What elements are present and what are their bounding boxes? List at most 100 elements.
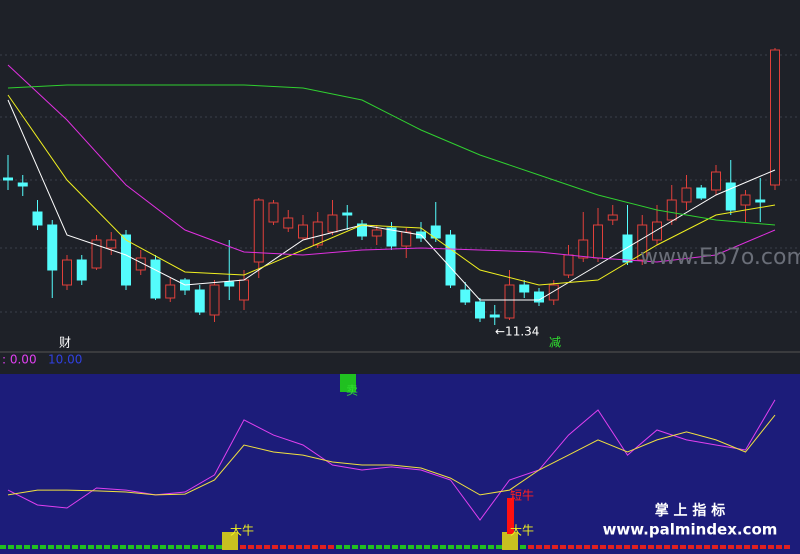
candle-body	[607, 214, 618, 221]
candle-body	[696, 187, 707, 199]
candle-body	[91, 239, 102, 269]
ma-line	[7, 99, 776, 301]
candle-body	[519, 284, 530, 293]
annotation: 10.00	[48, 353, 82, 367]
signal-strip	[736, 545, 742, 549]
signal-strip	[144, 545, 150, 549]
ma-line	[7, 64, 776, 263]
candle-body	[637, 224, 648, 261]
signal-strip	[152, 545, 158, 549]
signal-strip	[584, 545, 590, 549]
ma-line	[7, 94, 776, 286]
signal-strip	[256, 545, 262, 549]
candle-body	[401, 231, 412, 247]
signal-strip	[48, 545, 54, 549]
signal-strip	[56, 545, 62, 549]
candle-body	[106, 239, 117, 249]
annotation: : 0.00	[2, 353, 37, 367]
signal-strip	[432, 545, 438, 549]
signal-strip	[776, 545, 782, 549]
annotation: 财	[59, 336, 71, 350]
signal-strip	[648, 545, 654, 549]
signal-block	[222, 532, 238, 550]
signal-strip	[376, 545, 382, 549]
signal-strip	[416, 545, 422, 549]
candle-body	[17, 182, 28, 187]
signal-strip	[8, 545, 14, 549]
candle-body	[475, 301, 485, 319]
annotation: 大牛	[510, 523, 534, 538]
signal-strip	[560, 545, 566, 549]
annotation: www.palmindex.com	[603, 521, 778, 539]
candle-body	[135, 257, 146, 271]
signal-strip	[216, 545, 222, 549]
candle-body	[666, 199, 677, 221]
candle-body	[357, 223, 367, 237]
signal-block	[502, 532, 518, 550]
annotation: 大牛	[230, 523, 254, 538]
ma-line	[7, 84, 776, 226]
signal-strip	[160, 545, 166, 549]
signal-strip	[280, 545, 286, 549]
candle-body	[652, 221, 662, 241]
candle-body	[342, 212, 353, 216]
signal-strip	[392, 545, 398, 549]
signal-strip	[600, 545, 606, 549]
signal-strip	[80, 545, 86, 549]
signal-strip	[752, 545, 758, 549]
signal-strip	[240, 545, 246, 549]
signal-strip	[208, 545, 214, 549]
signal-strip	[480, 545, 486, 549]
candle-body	[3, 177, 13, 181]
candle-body	[268, 202, 279, 223]
signal-strip	[360, 545, 366, 549]
annotation: 卖	[346, 384, 358, 398]
candle-body	[504, 284, 515, 319]
candle-body	[47, 224, 58, 271]
signal-strip	[496, 545, 502, 549]
candle-body	[681, 187, 692, 203]
signal-strip	[120, 545, 126, 549]
candle-body	[740, 194, 751, 206]
signal-strip	[272, 545, 278, 549]
signal-strip	[592, 545, 598, 549]
candle-body	[312, 221, 323, 246]
signal-strip	[536, 545, 542, 549]
candle-body	[460, 289, 471, 303]
indicator-line	[7, 414, 776, 496]
signal-strip	[528, 545, 534, 549]
candle-body	[32, 211, 43, 226]
signal-strip	[328, 545, 334, 549]
signal-strip	[744, 545, 750, 549]
signal-strip	[472, 545, 478, 549]
signal-strip	[624, 545, 630, 549]
candle-body	[76, 259, 87, 281]
candle-body	[253, 199, 264, 263]
candle-body	[150, 259, 161, 299]
signal-bar	[507, 498, 514, 534]
signal-block	[340, 374, 356, 392]
candle-body	[209, 284, 220, 316]
signal-strip	[616, 545, 622, 549]
signal-strip	[168, 545, 174, 549]
signal-strip	[696, 545, 702, 549]
signal-strip	[344, 545, 350, 549]
candle-body	[62, 259, 72, 286]
indicator-line	[7, 399, 776, 521]
candle-body	[224, 281, 235, 287]
annotation: 短牛	[510, 488, 534, 503]
candle-body	[298, 224, 308, 239]
indicator-panel	[0, 374, 800, 554]
signal-strip	[136, 545, 142, 549]
annotation: 掌 上 指 标	[655, 502, 726, 519]
candle-body	[194, 289, 205, 313]
signal-strip	[64, 545, 70, 549]
signal-strip	[200, 545, 206, 549]
signal-strip	[656, 545, 662, 549]
candle-body	[489, 314, 500, 318]
candle-body	[711, 171, 721, 191]
signal-strip	[552, 545, 558, 549]
signal-strip	[384, 545, 390, 549]
candle-body	[327, 214, 338, 233]
